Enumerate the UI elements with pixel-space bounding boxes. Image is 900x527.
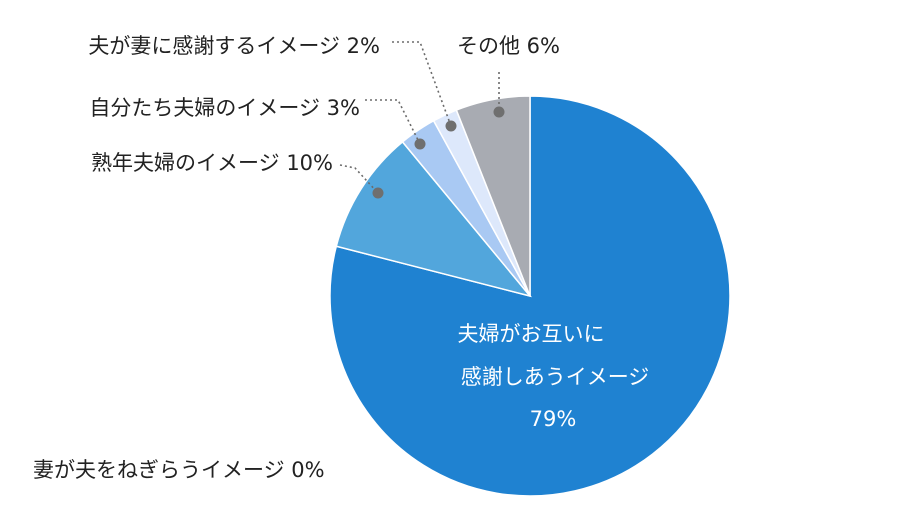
slice-label-other: その他 6% (457, 34, 560, 58)
leader-line-4 (392, 41, 452, 127)
slice-label-wife-appreciates-husband: 妻が夫をねぎらうイメージ 0% (33, 458, 325, 482)
leader-lines (339, 41, 505, 199)
leader-dot-2 (372, 187, 384, 199)
slice-label-main-line2: 感謝しあうイメージ (461, 365, 650, 389)
pie-slice-5 (455, 95, 531, 297)
pie-slice-2 (335, 140, 533, 298)
leader-dot-3 (414, 138, 426, 150)
pie-slices (329, 95, 731, 497)
leader-line-3 (365, 99, 421, 145)
slice-label-main-value: 79% (530, 407, 577, 431)
slice-label-mature-couple: 熟年夫婦のイメージ 10% (91, 151, 333, 175)
slice-label-main-line1: 夫婦がお互いに (458, 322, 605, 346)
leader-line-2 (339, 164, 379, 194)
leader-dot-4 (445, 120, 457, 132)
slice-label-our-couple: 自分たち夫婦のイメージ 3% (89, 96, 360, 120)
leader-dot-5 (493, 106, 505, 118)
slice-label-husband-thanks-wife: 夫が妻に感謝するイメージ 2% (88, 34, 380, 58)
